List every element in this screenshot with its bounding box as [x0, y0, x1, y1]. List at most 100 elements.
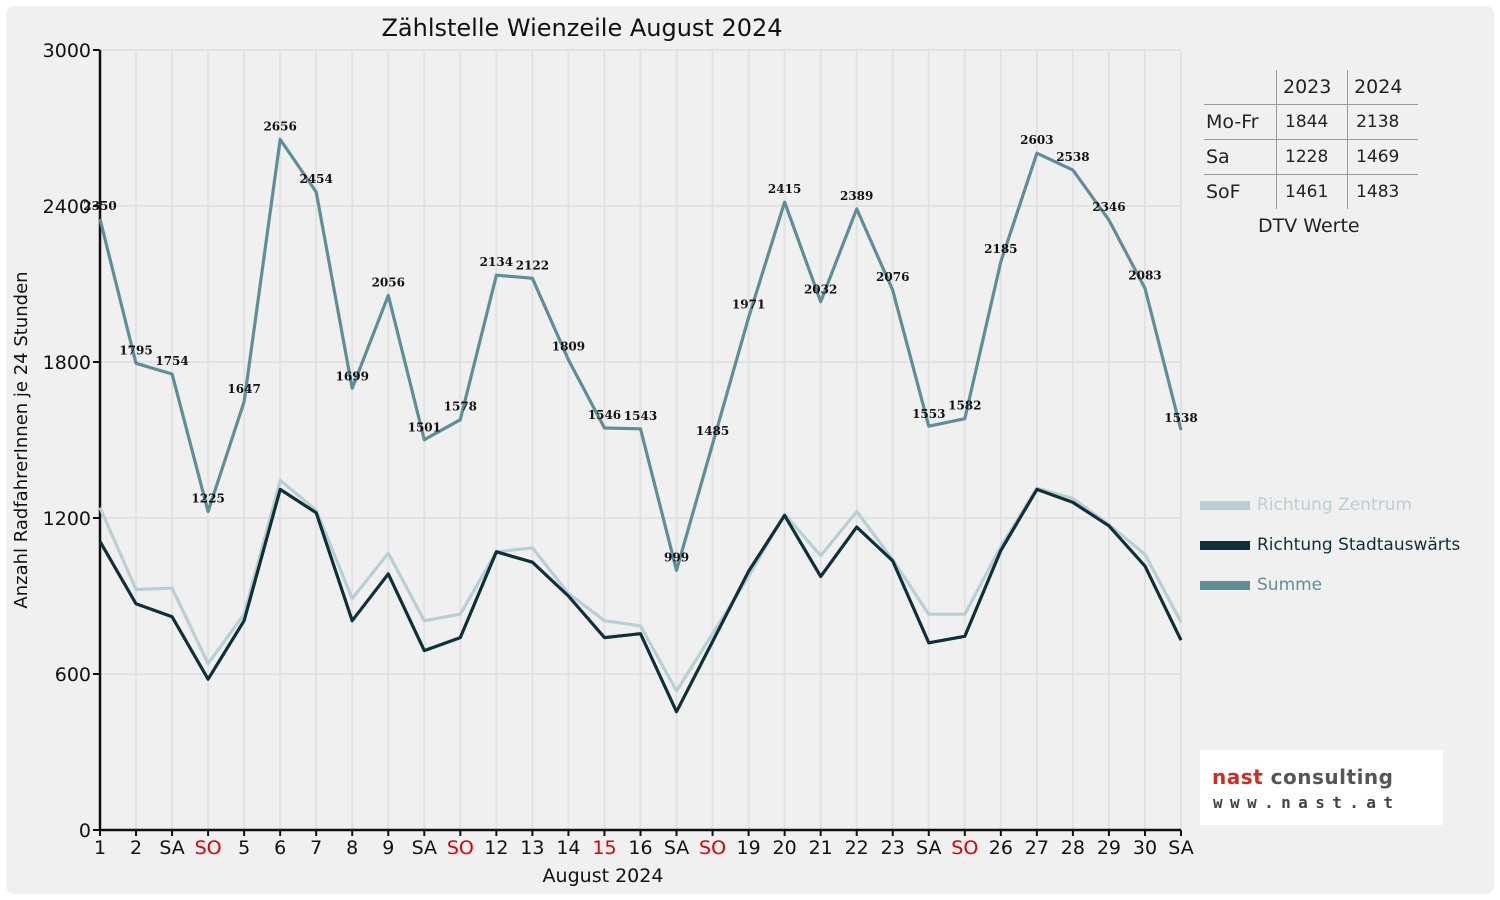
- data-label: 2056: [372, 275, 405, 289]
- x-tick-label: SA: [1168, 837, 1193, 859]
- data-label: 2076: [876, 270, 909, 284]
- data-label: 2350: [83, 199, 116, 213]
- logo-text-nast: nast: [1212, 765, 1264, 789]
- x-tick-label: 8: [346, 837, 358, 859]
- x-tick-label: SO: [951, 837, 978, 859]
- data-label: 1647: [227, 382, 260, 396]
- dtv-cell: 1844: [1275, 104, 1348, 140]
- legend-swatch: [1200, 580, 1250, 590]
- data-label: 1553: [912, 407, 945, 421]
- y-tick-label: 1800: [43, 352, 91, 374]
- y-tick-label: 600: [55, 664, 91, 686]
- legend-label: Richtung Zentrum: [1257, 495, 1412, 515]
- dtv-row-label: Mo-Fr: [1204, 104, 1277, 140]
- data-label: 1754: [155, 354, 188, 368]
- x-tick-label: 9: [382, 837, 394, 859]
- x-tick-label: 6: [274, 837, 286, 859]
- x-tick-label: 30: [1133, 837, 1157, 859]
- x-tick-label: 16: [628, 837, 652, 859]
- company-logo: nast consulting www.nast.at: [1200, 750, 1443, 825]
- data-label: 1543: [624, 409, 657, 423]
- data-label: 1795: [119, 343, 152, 357]
- dtv-caption: DTV Werte: [1258, 215, 1360, 237]
- legend-item-stadtauswaerts: Richtung Stadtauswärts: [1200, 535, 1460, 555]
- x-tick-label: 28: [1061, 837, 1085, 859]
- data-label: 1971: [732, 298, 765, 312]
- data-label: 2389: [840, 189, 873, 203]
- x-tick-label: 7: [310, 837, 322, 859]
- dtv-table: 2023 2024 Mo-Fr 1844 2138 Sa 1228 1469 S…: [1204, 70, 1418, 209]
- dtv-header-2023: 2023: [1275, 70, 1348, 105]
- dtv-cell: 1469: [1347, 139, 1418, 175]
- data-label: 2122: [516, 258, 549, 272]
- dtv-cell: 1483: [1347, 174, 1418, 209]
- legend-swatch: [1200, 540, 1250, 550]
- data-label: 1501: [408, 421, 441, 435]
- legend-label: Richtung Stadtauswärts: [1257, 535, 1461, 555]
- x-tick-label: SA: [412, 837, 437, 859]
- data-label: 2134: [480, 255, 513, 269]
- data-label: 1546: [588, 408, 621, 422]
- data-label: 1809: [552, 340, 585, 354]
- x-tick-label: 2: [130, 837, 142, 859]
- y-axis-title: Anzahl RadfahrerInnen je 24 Stunden: [11, 271, 32, 608]
- x-tick-label: SO: [447, 837, 474, 859]
- dtv-cell: 1461: [1275, 174, 1348, 209]
- x-tick-label: 29: [1097, 837, 1121, 859]
- data-label: 2185: [984, 242, 1017, 256]
- dtv-row-label: Sa: [1204, 139, 1277, 175]
- logo-text-consulting: consulting: [1270, 765, 1394, 789]
- y-tick-label: 1200: [43, 508, 91, 530]
- x-tick-label: 1: [94, 837, 106, 859]
- x-axis-title: August 2024: [543, 865, 664, 887]
- data-label: 2032: [804, 283, 837, 297]
- y-tick-label: 2400: [43, 196, 91, 218]
- series-line-summe: [98, 137, 1183, 572]
- x-tick-label: SA: [916, 837, 941, 859]
- dtv-cell: 1228: [1275, 139, 1348, 175]
- x-tick-label: 13: [520, 837, 544, 859]
- x-tick-label: 26: [989, 837, 1013, 859]
- data-label: 1699: [336, 369, 369, 383]
- data-label: 1485: [696, 424, 729, 438]
- x-tick-label: SA: [159, 837, 184, 859]
- x-tick-label: SO: [195, 837, 222, 859]
- x-tick-label: 23: [881, 837, 905, 859]
- y-tick-label: 3000: [43, 40, 91, 62]
- x-tick-label: 15: [592, 837, 616, 859]
- data-label: 2454: [299, 172, 332, 186]
- x-tick-label: 27: [1025, 837, 1049, 859]
- data-label: 2656: [263, 119, 296, 133]
- x-tick-label: 14: [556, 837, 580, 859]
- x-tick-label: 12: [484, 837, 508, 859]
- data-label: 2415: [768, 182, 801, 196]
- legend-label: Summe: [1257, 575, 1323, 595]
- x-tick-label: SA: [664, 837, 689, 859]
- data-label: 2538: [1056, 150, 1089, 164]
- data-label: 2346: [1092, 200, 1125, 214]
- x-tick-label: 20: [773, 837, 797, 859]
- data-label: 1225: [191, 492, 224, 506]
- x-tick-label: 21: [809, 837, 833, 859]
- dtv-corner: [1204, 70, 1277, 105]
- data-label: 1538: [1164, 411, 1197, 425]
- dtv-header-2024: 2024: [1347, 70, 1418, 105]
- dtv-row-label: SoF: [1204, 174, 1277, 209]
- legend-swatch: [1200, 500, 1250, 510]
- legend-item-zentrum: Richtung Zentrum: [1200, 495, 1412, 515]
- series-line-zentrum: [98, 478, 1183, 693]
- data-label: 2603: [1020, 133, 1053, 147]
- x-tick-label: 5: [238, 837, 250, 859]
- x-tick-label: SO: [699, 837, 726, 859]
- y-tick-label: 0: [79, 820, 91, 842]
- chart-title: Zählstelle Wienzeile August 2024: [381, 14, 782, 42]
- data-label: 2083: [1128, 268, 1161, 282]
- chart-frame: 0 600 1200 1800 2400 3000 1 2 SA SO 5 6 7 8 9 SA SO 12 13 1…: [6, 6, 1494, 894]
- data-label: 999: [664, 550, 689, 564]
- logo-url: www.nast.at: [1213, 793, 1401, 812]
- series-line-stadtauswaerts: [98, 487, 1183, 714]
- data-label: 1578: [444, 400, 477, 414]
- data-label: 1582: [948, 399, 981, 413]
- dtv-cell: 2138: [1347, 104, 1418, 140]
